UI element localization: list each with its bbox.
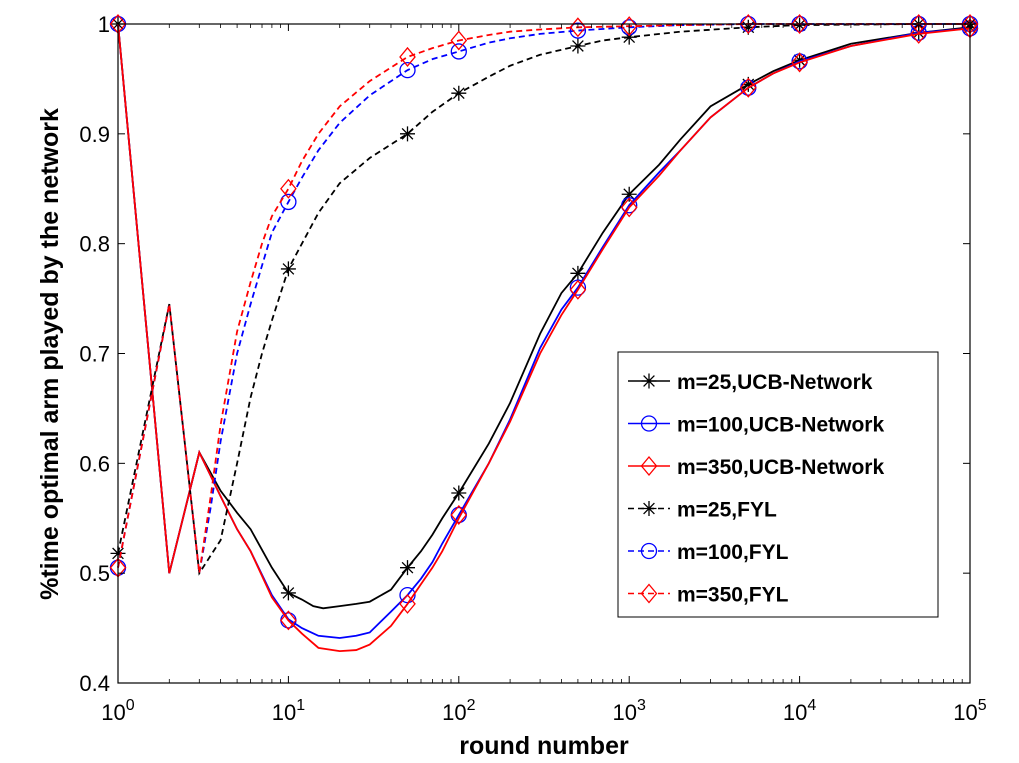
data-point-diamond — [450, 30, 468, 51]
series-line — [117, 23, 970, 576]
data-point-star — [570, 38, 586, 54]
data-point-diamond — [739, 77, 757, 98]
legend-label: m=25,FYL — [677, 499, 777, 522]
x-tick-exponent: 5 — [978, 697, 987, 714]
x-tick-base: 10 — [953, 700, 977, 725]
data-point-diamond — [791, 13, 808, 35]
x-tick-base: 10 — [783, 700, 807, 725]
x-axis-label: round number — [459, 732, 629, 760]
legend-marker-diamond — [640, 455, 658, 477]
legend-marker-circle — [640, 542, 658, 560]
legend-label: m=25,UCB-Network — [677, 371, 873, 394]
series-line — [117, 23, 970, 574]
data-point-star — [400, 126, 416, 142]
y-axis-label: %time optimal arm played by the network — [36, 108, 64, 600]
data-point-star — [451, 85, 467, 101]
data-point-circle — [450, 43, 467, 60]
data-point-diamond — [620, 197, 638, 218]
legend-label: m=100,FYL — [677, 541, 789, 564]
x-tick-base: 10 — [613, 700, 637, 725]
x-tick-exponent: 4 — [807, 697, 816, 714]
data-point-diamond — [280, 610, 297, 631]
data-point-star — [621, 186, 637, 202]
legend-marker-star — [641, 501, 657, 516]
series-layer — [109, 13, 979, 653]
data-point-star — [792, 52, 808, 68]
x-tick-exponent: 1 — [296, 697, 305, 714]
y-tick-label: 0.5 — [79, 561, 110, 586]
data-point-diamond — [739, 13, 757, 35]
legend-label: m=100,UCB-Network — [677, 414, 884, 437]
data-point-circle — [569, 22, 587, 39]
y-tick-label: 0.4 — [79, 671, 110, 696]
data-point-circle — [399, 61, 416, 79]
data-point-diamond — [399, 46, 416, 67]
x-tick-label: 102 — [442, 697, 475, 725]
x-tick-label: 100 — [101, 697, 134, 725]
y-tick-label: 0.7 — [79, 342, 110, 367]
legend-label: m=350,FYL — [677, 584, 789, 607]
legend-label: m=350,UCB-Network — [677, 456, 884, 479]
x-tick-base: 10 — [101, 700, 125, 725]
x-tick-label: 101 — [272, 697, 305, 725]
y-tick-label: 0.8 — [79, 232, 110, 257]
x-tick-label: 103 — [613, 697, 646, 725]
legend-marker-circle — [640, 415, 658, 432]
data-point-star — [621, 29, 637, 45]
series-line — [117, 23, 971, 610]
legend-marker-star — [641, 373, 657, 389]
data-point-star — [570, 265, 586, 281]
series-line — [117, 23, 971, 653]
x-tick-exponent: 0 — [126, 697, 135, 714]
data-point-diamond — [450, 504, 468, 525]
x-tick-base: 10 — [272, 700, 296, 725]
x-tick-exponent: 2 — [467, 697, 476, 714]
legend-box — [617, 351, 939, 618]
series-2 — [109, 13, 979, 653]
data-point-star — [280, 261, 296, 277]
data-point-diamond — [910, 13, 928, 35]
x-tick-label: 105 — [953, 697, 986, 725]
data-point-diamond — [910, 23, 928, 44]
data-point-star — [451, 485, 467, 501]
x-tick-exponent: 3 — [637, 697, 646, 714]
data-point-diamond — [791, 52, 808, 73]
x-tick-label: 104 — [783, 697, 816, 725]
y-tick-label: 0.6 — [79, 451, 110, 476]
data-point-diamond — [280, 178, 297, 199]
legend-marker-diamond — [640, 583, 658, 604]
data-point-star — [740, 76, 756, 92]
legend: m=25,UCB-Network m=100,UCB-Network m=350,U… — [617, 351, 939, 618]
y-tick-label: 1 — [98, 12, 110, 37]
data-point-diamond — [399, 593, 416, 614]
data-point-star — [400, 560, 416, 576]
data-point-diamond — [569, 279, 587, 300]
y-tick-label: 0.9 — [79, 122, 110, 147]
x-tick-base: 10 — [442, 700, 466, 725]
data-point-diamond — [620, 16, 638, 37]
data-point-star — [280, 585, 296, 601]
